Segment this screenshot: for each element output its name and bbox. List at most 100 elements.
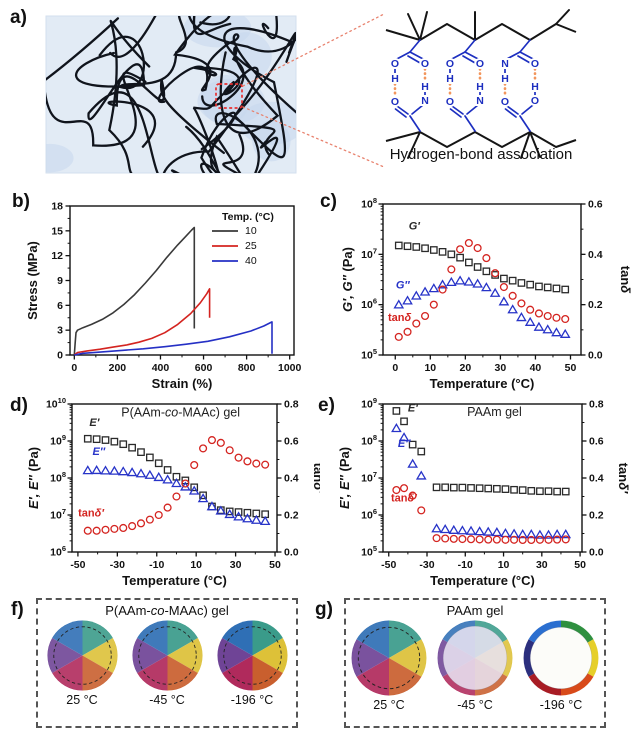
svg-text:0: 0 <box>71 362 77 374</box>
svg-text:-50: -50 <box>70 559 85 571</box>
svg-text:0.4: 0.4 <box>284 473 299 485</box>
stress-strain-chart: 0 200 400 600 800 1000 0 3 6 9 12 15 18 Strain (%) Str… <box>25 201 302 392</box>
svg-text:0.2: 0.2 <box>589 510 604 522</box>
panel-b-label: b) <box>12 191 30 212</box>
svg-text:10: 10 <box>424 362 436 374</box>
photo-panel-g: PAAm gel 25 °C -45 °C -196 °C <box>344 598 606 728</box>
svg-text:0.2: 0.2 <box>284 510 299 522</box>
svg-text:-10: -10 <box>458 559 473 571</box>
series-G″ <box>393 275 571 338</box>
svg-text:30: 30 <box>495 362 507 374</box>
svg-text:O: O <box>501 96 509 108</box>
panel-c-label: c) <box>320 191 337 212</box>
svg-text:109: 109 <box>50 433 66 448</box>
svg-text:10: 10 <box>190 559 202 571</box>
svg-text:Strain (%): Strain (%) <box>152 376 213 391</box>
photo-g-wheels: 25 °C -45 °C -196 °C <box>346 619 604 712</box>
svg-text:E′, E″ (Pa): E′, E″ (Pa) <box>337 447 352 509</box>
svg-text:10: 10 <box>245 225 257 237</box>
svg-text:1010: 1010 <box>46 396 66 411</box>
svg-text:0.0: 0.0 <box>589 547 604 559</box>
dma-paam-co-maac-chart: -50 -30 -10 10 30 50 106 107 108 109 1010 0.0 0.2 0.4… <box>26 396 320 588</box>
zoom-connector-top <box>242 13 385 87</box>
panel-g-label: g) <box>315 599 333 620</box>
svg-text:0.4: 0.4 <box>588 249 603 261</box>
svg-text:E″: E″ <box>93 446 106 458</box>
svg-text:105: 105 <box>361 347 377 362</box>
svg-text:0.0: 0.0 <box>284 547 299 559</box>
svg-text:O: O <box>476 58 484 70</box>
svg-text:40: 40 <box>245 255 257 267</box>
svg-text:tanδ: tanδ <box>388 312 412 324</box>
panel-e-label: e) <box>318 395 335 416</box>
chart-b-content: 0 200 400 600 800 1000 0 3 6 9 12 15 18 Strain (%) Str… <box>25 201 302 392</box>
svg-text:108: 108 <box>50 470 66 485</box>
svg-text:O: O <box>391 96 399 108</box>
svg-text:0.8: 0.8 <box>589 399 604 411</box>
svg-text:0.8: 0.8 <box>284 399 299 411</box>
panel-f-label: f) <box>11 599 24 620</box>
svg-text:O: O <box>421 58 429 70</box>
svg-text:-30: -30 <box>110 559 125 571</box>
svg-text:H: H <box>391 73 399 85</box>
series-40 °C <box>74 321 273 356</box>
svg-text:0.6: 0.6 <box>284 436 299 448</box>
svg-text:E′: E′ <box>89 417 100 429</box>
temperature-label: -196 °C <box>539 698 583 712</box>
svg-text:Stress (MPa): Stress (MPa) <box>25 241 40 320</box>
svg-text:Temperature (°C): Temperature (°C) <box>430 376 535 391</box>
svg-text:50: 50 <box>269 559 281 571</box>
svg-text:200: 200 <box>109 362 127 374</box>
svg-text:0: 0 <box>57 350 63 362</box>
svg-text:O: O <box>531 58 539 70</box>
svg-text:E′, E″ (Pa): E′, E″ (Pa) <box>26 447 41 509</box>
series-E″ <box>82 464 271 526</box>
svg-text:25: 25 <box>245 240 257 252</box>
color-wheel-photo <box>351 620 427 696</box>
svg-text:107: 107 <box>50 507 66 522</box>
highlight-region-box <box>215 83 243 109</box>
svg-text:30: 30 <box>536 559 548 571</box>
gel-photo: -196 °C <box>216 619 289 707</box>
svg-text:18: 18 <box>51 201 63 213</box>
dma-paam-chart: -50 -30 -10 10 30 50 105 106 107 108 109 0.0 0.2 0.4 0… <box>337 396 631 588</box>
series-10 °C <box>73 226 196 356</box>
gel-photo: -196 °C <box>522 619 600 712</box>
temperature-label: -45 °C <box>457 698 493 712</box>
svg-text:0.2: 0.2 <box>588 299 603 311</box>
svg-text:9: 9 <box>57 275 63 287</box>
svg-text:O: O <box>391 58 399 70</box>
svg-text:12: 12 <box>51 250 63 262</box>
chart-d-content: -50 -30 -10 10 30 50 106 107 108 109 1010 0.0 0.2 0.4… <box>26 396 320 588</box>
series-G′ <box>394 241 570 294</box>
series-E″ <box>391 423 572 539</box>
svg-text:106: 106 <box>50 544 66 559</box>
temperature-label: -45 °C <box>149 693 185 707</box>
svg-text:108: 108 <box>361 433 377 448</box>
svg-text:400: 400 <box>152 362 170 374</box>
photo-panel-f: P(AAm-co-MAAc) gel 25 °C -45 °C -196 °C <box>36 598 298 728</box>
temperature-label: -196 °C <box>230 693 274 707</box>
svg-text:0.0: 0.0 <box>588 350 603 362</box>
photo-g-title: PAAm gel <box>446 603 504 618</box>
svg-text:tanδ′: tanδ′ <box>311 463 320 494</box>
svg-text:1000: 1000 <box>278 362 302 374</box>
series-25 °C <box>73 287 211 356</box>
svg-text:15: 15 <box>51 225 63 237</box>
svg-text:106: 106 <box>361 297 377 312</box>
svg-text:107: 107 <box>361 246 377 261</box>
svg-text:Temperature (°C): Temperature (°C) <box>122 573 227 588</box>
color-wheel-photo <box>46 620 118 691</box>
svg-text:H: H <box>476 81 484 93</box>
svg-text:H: H <box>421 81 429 93</box>
temperature-label: 25 °C <box>373 698 405 712</box>
gel-photo: 25 °C <box>350 619 428 712</box>
svg-text:40: 40 <box>530 362 542 374</box>
svg-text:H: H <box>501 73 509 85</box>
svg-text:-10: -10 <box>149 559 164 571</box>
gel-photo: 25 °C <box>46 619 119 707</box>
svg-text:tanδ′: tanδ′ <box>391 493 418 505</box>
svg-text:Temperature (°C): Temperature (°C) <box>430 573 535 588</box>
svg-text:G′, G″ (Pa): G′, G″ (Pa) <box>340 247 355 312</box>
